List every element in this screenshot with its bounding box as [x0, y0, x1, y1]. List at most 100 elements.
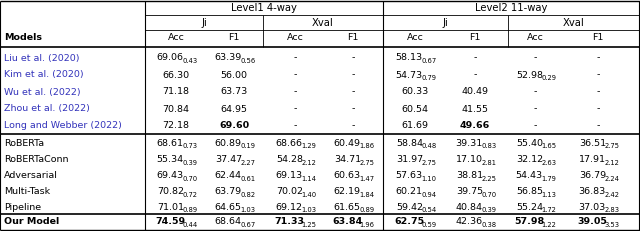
Text: 40.49: 40.49: [461, 88, 488, 97]
Text: -: -: [533, 54, 537, 63]
Text: 69.06: 69.06: [157, 54, 184, 63]
Text: 56.00: 56.00: [221, 70, 248, 79]
Text: 0.39: 0.39: [481, 207, 496, 213]
Text: -: -: [351, 54, 355, 63]
Text: 58.13: 58.13: [396, 54, 423, 63]
Text: 63.84: 63.84: [332, 218, 362, 227]
Text: 1.86: 1.86: [359, 143, 374, 149]
Text: 2.12: 2.12: [604, 160, 619, 166]
Text: RoBERTaConn: RoBERTaConn: [4, 155, 68, 164]
Text: 42.36: 42.36: [456, 218, 483, 227]
Text: -: -: [533, 88, 537, 97]
Text: 57.98: 57.98: [514, 218, 545, 227]
Text: 55.40: 55.40: [516, 139, 543, 148]
Text: 2.75: 2.75: [604, 143, 619, 149]
Text: 0.82: 0.82: [240, 192, 255, 198]
Text: Pipeline: Pipeline: [4, 203, 41, 212]
Text: 68.61: 68.61: [157, 139, 184, 148]
Text: 34.71: 34.71: [333, 155, 361, 164]
Text: -: -: [351, 70, 355, 79]
Text: 1.96: 1.96: [359, 222, 374, 228]
Text: 36.83: 36.83: [579, 188, 606, 197]
Text: 55.34: 55.34: [157, 155, 184, 164]
Text: Level1 4-way: Level1 4-way: [231, 3, 297, 13]
Text: 66.30: 66.30: [163, 70, 189, 79]
Text: 71.33: 71.33: [275, 218, 305, 227]
Text: 55.24: 55.24: [516, 203, 543, 212]
Text: 2.75: 2.75: [421, 160, 436, 166]
Text: -: -: [596, 88, 600, 97]
Text: 57.63: 57.63: [396, 171, 423, 180]
Text: 1.79: 1.79: [541, 176, 556, 182]
Text: -: -: [596, 54, 600, 63]
Text: 61.69: 61.69: [401, 122, 429, 131]
Text: Liu et al. (2020): Liu et al. (2020): [4, 54, 79, 63]
Text: 0.44: 0.44: [182, 222, 197, 228]
Text: 0.89: 0.89: [359, 207, 374, 213]
Text: 59.42: 59.42: [396, 203, 423, 212]
Text: Acc: Acc: [406, 33, 424, 43]
Text: 0.19: 0.19: [240, 143, 255, 149]
Text: 61.65: 61.65: [334, 203, 361, 212]
Text: Zhou et al. (2022): Zhou et al. (2022): [4, 104, 90, 113]
Text: 0.72: 0.72: [182, 192, 197, 198]
Text: 60.21: 60.21: [396, 188, 423, 197]
Text: 64.95: 64.95: [221, 104, 248, 113]
Text: Kim et al. (2020): Kim et al. (2020): [4, 70, 84, 79]
Text: 1.29: 1.29: [301, 143, 316, 149]
Text: 71.18: 71.18: [163, 88, 189, 97]
Text: 68.66: 68.66: [276, 139, 303, 148]
Text: -: -: [533, 104, 537, 113]
Text: 74.59: 74.59: [156, 218, 186, 227]
Text: 68.64: 68.64: [215, 218, 242, 227]
Text: 0.61: 0.61: [240, 176, 255, 182]
Text: 54.28: 54.28: [276, 155, 303, 164]
Text: 70.02: 70.02: [276, 188, 303, 197]
Text: 32.12: 32.12: [516, 155, 543, 164]
Text: Xval: Xval: [312, 18, 334, 28]
Text: 2.75: 2.75: [359, 160, 374, 166]
Text: -: -: [293, 104, 297, 113]
Text: 62.19: 62.19: [334, 188, 361, 197]
Text: 69.13: 69.13: [276, 171, 303, 180]
Text: Acc: Acc: [527, 33, 543, 43]
Text: Our Model: Our Model: [4, 218, 60, 227]
Text: 2.42: 2.42: [604, 192, 619, 198]
Text: 0.43: 0.43: [182, 58, 197, 64]
Text: 0.67: 0.67: [240, 222, 255, 228]
Text: 1.14: 1.14: [301, 176, 316, 182]
Text: Ji: Ji: [201, 18, 207, 28]
Text: 1.03: 1.03: [301, 207, 316, 213]
Text: 39.05: 39.05: [577, 218, 607, 227]
Text: Ji: Ji: [443, 18, 449, 28]
Text: Acc: Acc: [287, 33, 303, 43]
Text: 0.48: 0.48: [421, 143, 436, 149]
Text: 37.47: 37.47: [215, 155, 242, 164]
Text: -: -: [293, 122, 297, 131]
Text: 2.63: 2.63: [541, 160, 556, 166]
Text: 1.65: 1.65: [541, 143, 556, 149]
Text: 60.49: 60.49: [334, 139, 361, 148]
Text: -: -: [533, 122, 537, 131]
Text: 2.24: 2.24: [604, 176, 619, 182]
Text: 2.81: 2.81: [481, 160, 496, 166]
Text: F1: F1: [592, 33, 604, 43]
Text: 60.89: 60.89: [215, 139, 242, 148]
Text: -: -: [351, 104, 355, 113]
Text: -: -: [596, 70, 600, 79]
Text: -: -: [596, 104, 600, 113]
Text: Models: Models: [4, 33, 42, 43]
Text: Level2 11-way: Level2 11-way: [475, 3, 547, 13]
Text: 0.83: 0.83: [481, 143, 496, 149]
Text: -: -: [351, 88, 355, 97]
Text: 0.79: 0.79: [421, 75, 436, 81]
Text: 1.13: 1.13: [541, 192, 556, 198]
Text: 72.18: 72.18: [163, 122, 189, 131]
Text: 40.84: 40.84: [456, 203, 483, 212]
Text: 36.51: 36.51: [579, 139, 606, 148]
Text: 39.75: 39.75: [456, 188, 483, 197]
Text: 49.66: 49.66: [460, 122, 490, 131]
Text: 70.84: 70.84: [163, 104, 189, 113]
Text: 60.54: 60.54: [401, 104, 429, 113]
Text: -: -: [474, 54, 477, 63]
